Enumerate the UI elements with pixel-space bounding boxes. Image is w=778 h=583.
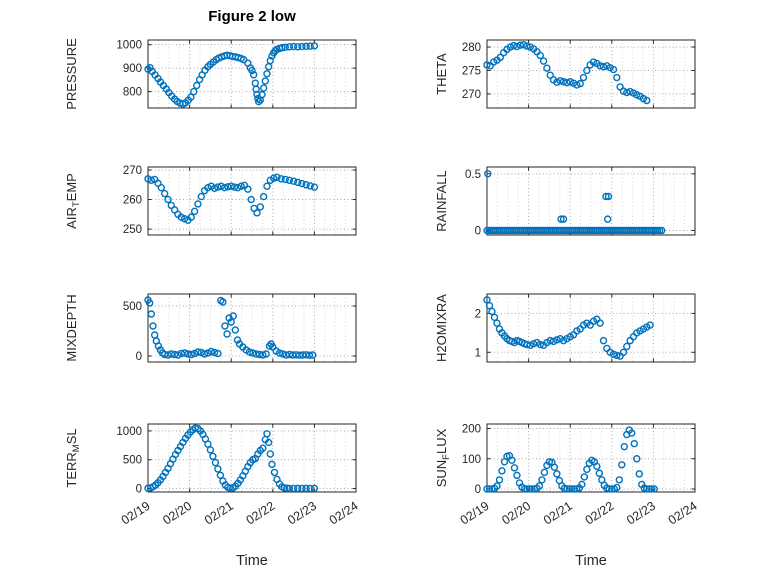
xtick-label: 02/22: [583, 499, 617, 528]
plot-terr_msl: 0 500 1000 02/19 02/20 02/21 02/22 02/23 02/24: [116, 423, 361, 528]
ytick-label: 0: [475, 484, 481, 496]
ytick-label: 280: [462, 42, 481, 54]
xtick-label: 02/23: [624, 499, 658, 528]
ytick-label: 1000: [116, 426, 142, 438]
markers-terr_msl: [144, 424, 319, 493]
ytick-label: 0: [475, 225, 481, 237]
x-axis-label-left: Time: [236, 553, 268, 569]
plot-theta: 270 275 280: [462, 39, 696, 109]
plot-h2omixra: 12: [475, 293, 696, 363]
ytick-label: 270: [123, 165, 142, 177]
ylabel-terr-msl: TERRMSL: [64, 428, 82, 488]
subplot-pressure: 800 900 1000: [90, 32, 366, 123]
subplot-mixdepth: 0 500: [90, 286, 366, 377]
ytick-label: 200: [462, 424, 481, 436]
markers-theta: [483, 40, 651, 105]
subplot-theta: 270 275 280: [429, 32, 705, 123]
ytick-label: 500: [123, 455, 142, 467]
xtick-label: 02/19: [119, 499, 153, 528]
markers-h2omixra: [483, 296, 654, 360]
plot-air_temp: 250 260 270: [123, 165, 357, 236]
ylabel-sun-flux: SUNFLUX: [434, 428, 452, 488]
ytick-label: 0.5: [465, 169, 481, 181]
ytick-label: 800: [123, 87, 142, 99]
ytick-label: 0: [136, 484, 142, 496]
ytick-label: 1: [475, 347, 481, 359]
ytick-label: 275: [462, 65, 481, 77]
xtick-label: 02/20: [499, 499, 533, 528]
subplot-air-temp: 250 260 270: [90, 159, 366, 250]
markers-rainfall: [483, 170, 666, 235]
markers-air_temp: [144, 173, 319, 224]
x-axis-label-right: Time: [575, 553, 607, 569]
markers-sun_flux: [483, 426, 658, 493]
ytick-label: 0: [136, 351, 142, 363]
subplot-rainfall: 0 0.5: [429, 159, 705, 250]
xtick-label: 02/19: [458, 499, 492, 528]
markers-pressure: [144, 42, 319, 108]
figure-title: Figure 2 low: [208, 8, 296, 25]
plot-pressure: 800 900 1000: [116, 39, 357, 109]
ytick-label: 1000: [116, 40, 142, 52]
xtick-label: 02/21: [541, 499, 575, 528]
ytick-label: 500: [123, 301, 142, 313]
plot-rainfall: 00.5: [465, 166, 696, 237]
ytick-label: 900: [123, 63, 142, 75]
ytick-label: 2: [475, 308, 481, 320]
subplot-terr-msl: 0 500 1000 02/19 02/20 02/21 02/22 02/23 02/24: [90, 416, 366, 569]
markers-mixdepth: [144, 296, 317, 359]
xtick-label: 02/23: [285, 499, 319, 528]
xtick-label: 02/20: [160, 499, 194, 528]
ytick-label: 270: [462, 89, 481, 101]
ytick-label: 260: [123, 195, 142, 207]
xtick-label: 02/24: [666, 499, 700, 528]
ytick-label: 250: [123, 224, 142, 236]
xtick-label: 02/21: [202, 499, 236, 528]
plot-sun_flux: 0 100 200 02/19 02/20 02/21 02/22 02/23 02/24: [458, 423, 700, 528]
plot-mixdepth: 0 500: [123, 293, 357, 363]
xtick-label: 02/22: [244, 499, 278, 528]
ytick-label: 100: [462, 454, 481, 466]
xtick-label: 02/24: [327, 499, 361, 528]
subplot-sun-flux: 0 100 200 02/19 02/20 02/21 02/22 02/23 02/24: [429, 416, 705, 569]
